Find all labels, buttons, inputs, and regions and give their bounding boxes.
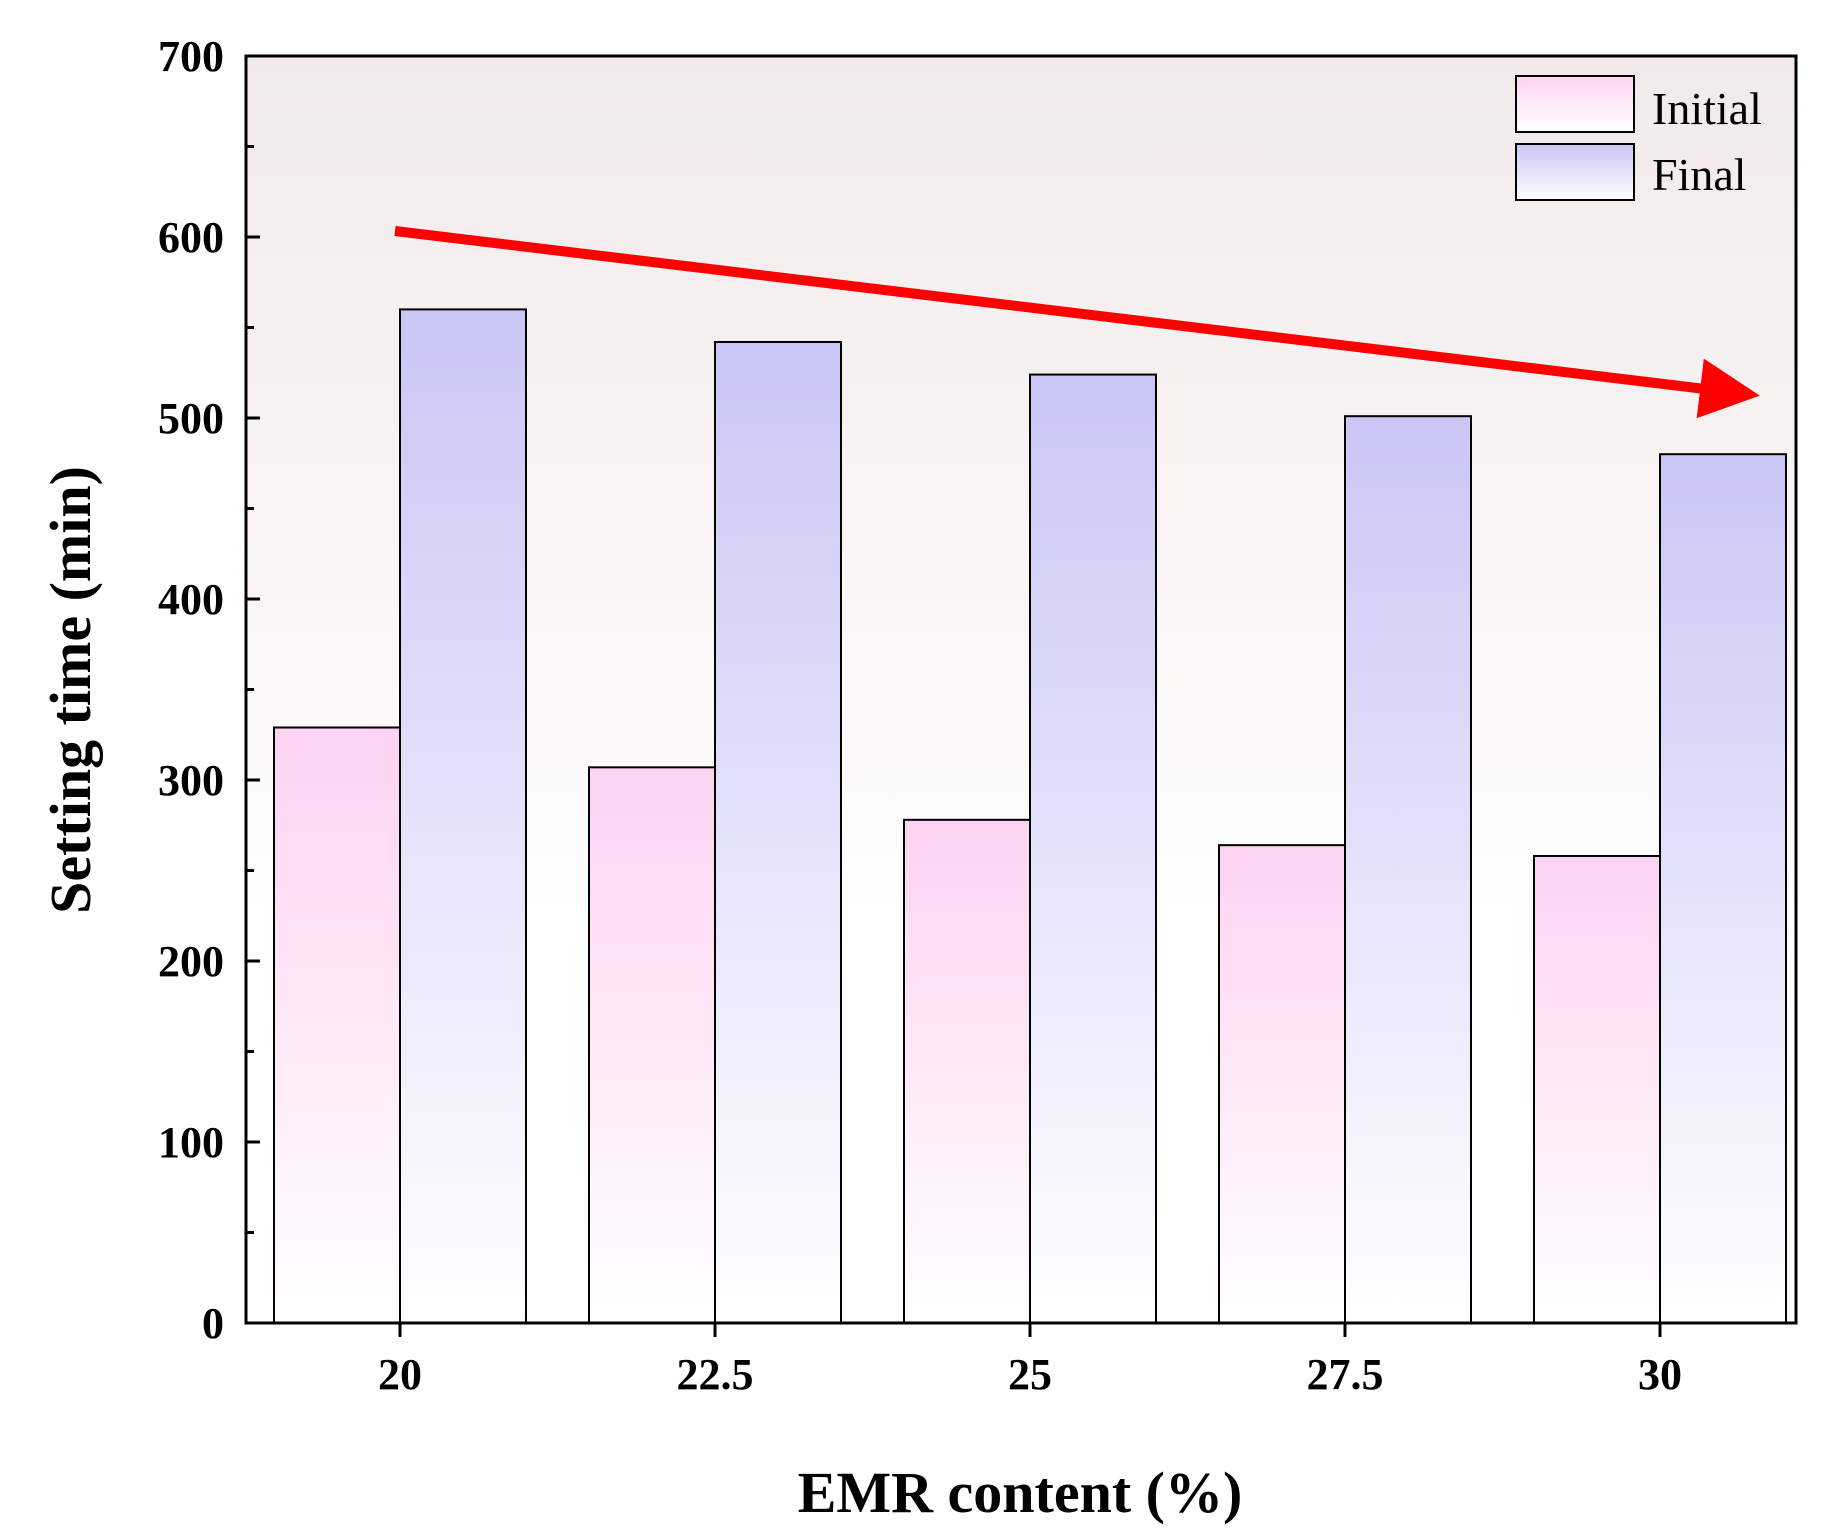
bar-final-30	[1659, 453, 1787, 1324]
bar-initial-20	[273, 726, 401, 1324]
x-tick-label: 20	[378, 1350, 422, 1399]
x-tick-label: 22.5	[677, 1350, 754, 1399]
y-tick-label: 200	[158, 937, 224, 986]
x-axis-title: EMR content (%)	[798, 1460, 1243, 1525]
y-tick-label: 0	[202, 1299, 224, 1348]
bar-initial-22.5	[588, 766, 716, 1324]
x-axis: 20 22.5 25 27.5 30	[378, 1323, 1682, 1399]
y-tick-label: 300	[158, 756, 224, 805]
y-tick-label: 400	[158, 575, 224, 624]
bar-final-27.5	[1344, 415, 1472, 1324]
bar-final-20	[399, 308, 527, 1324]
x-tick-label: 25	[1008, 1350, 1052, 1399]
y-axis: 0 100 200 300 400 500 600 700	[158, 32, 260, 1348]
y-tick-label: 500	[158, 394, 224, 443]
legend-swatch-final	[1515, 143, 1635, 201]
x-tick-label: 30	[1638, 1350, 1682, 1399]
legend-label-final: Final	[1652, 149, 1747, 200]
bar-initial-27.5	[1218, 844, 1346, 1324]
legend-swatch-initial	[1515, 75, 1635, 133]
y-axis-title: Setting time (min)	[38, 466, 103, 914]
x-tick-label: 27.5	[1307, 1350, 1384, 1399]
bar-final-25	[1029, 373, 1157, 1324]
y-tick-label: 100	[158, 1118, 224, 1167]
y-tick-label: 600	[158, 213, 224, 262]
trend-arrow	[394, 226, 1760, 419]
bar-final-22.5	[714, 340, 842, 1325]
y-tick-label: 700	[158, 32, 224, 81]
legend-label-initial: Initial	[1652, 83, 1762, 134]
bar-initial-30	[1533, 855, 1661, 1325]
legend: Initial Final	[1515, 75, 1762, 201]
bar-initial-25	[903, 818, 1031, 1324]
bars-group	[273, 308, 1787, 1325]
